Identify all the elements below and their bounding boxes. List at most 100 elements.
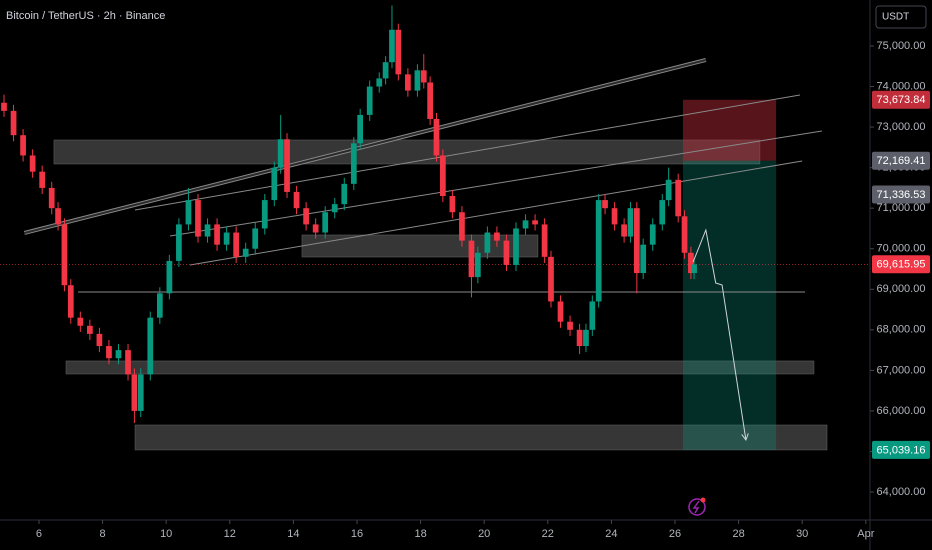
candle-body	[204, 224, 211, 237]
candle-body	[137, 374, 144, 411]
x-tick-label: Apr	[857, 528, 874, 540]
candle-body	[261, 200, 268, 229]
y-tick-label: 73,000.00	[877, 121, 926, 133]
candle-body	[20, 135, 26, 156]
x-tick-label: 16	[351, 528, 363, 540]
projection-arrow	[692, 228, 747, 441]
candle-body	[382, 62, 389, 79]
x-tick-label: 28	[732, 528, 744, 540]
candle-body	[357, 114, 364, 144]
x-tick-label: 10	[160, 528, 172, 540]
candle-body	[567, 321, 573, 330]
candle-body	[350, 143, 357, 184]
x-tick-label: 14	[287, 528, 299, 540]
candle-body	[341, 183, 348, 205]
candle-body	[277, 139, 284, 168]
candle-body	[284, 139, 290, 192]
candle-body	[252, 228, 259, 249]
price-label-box	[872, 185, 930, 204]
candle-body	[602, 200, 608, 209]
candle-body	[96, 333, 103, 347]
candle-body	[589, 301, 596, 330]
candle-body	[156, 293, 163, 318]
price-label: 73,673.84	[877, 94, 926, 106]
x-tick-label: 18	[414, 528, 426, 540]
trend-line	[134, 94, 801, 211]
plot-area	[0, 5, 870, 451]
candle-body	[522, 220, 529, 229]
price-label-box	[872, 151, 930, 170]
trend-line	[169, 130, 822, 237]
candle-body	[166, 260, 173, 294]
candle-body	[366, 86, 373, 115]
candle-body	[48, 187, 55, 209]
price-label: 71,336.53	[877, 189, 926, 201]
candle-body	[271, 167, 278, 201]
candle-body	[147, 317, 154, 375]
x-tick-label: 20	[478, 528, 490, 540]
y-tick-label: 67,000.00	[877, 364, 926, 376]
x-tick-label: 24	[605, 528, 617, 540]
candle-body	[595, 200, 602, 302]
candle-body	[621, 224, 627, 237]
candle-body	[449, 196, 456, 213]
y-tick-label: 66,000.00	[877, 405, 926, 417]
candle-body	[223, 232, 230, 245]
trend-line-inner	[24, 59, 707, 234]
zone	[301, 234, 539, 258]
candle-body	[331, 204, 338, 213]
trend-line	[189, 160, 803, 266]
candle-body	[665, 179, 672, 201]
currency-label: USDT	[882, 12, 909, 23]
zone	[53, 139, 761, 165]
candle-body	[494, 232, 500, 241]
candle-body	[395, 29, 402, 75]
candle-body	[675, 179, 682, 217]
candle-body	[468, 240, 475, 278]
price-label-box	[872, 255, 930, 274]
candle-body	[557, 301, 564, 322]
candle-body	[125, 350, 131, 375]
candle-body	[427, 82, 433, 119]
arrow-head	[741, 433, 749, 441]
x-tick-label: 8	[100, 528, 106, 540]
price-label: 65,039.16	[877, 444, 926, 456]
x-tick-label: 6	[36, 528, 42, 540]
candle-body	[61, 224, 68, 286]
candle-body	[185, 200, 192, 225]
candle-body	[176, 224, 182, 261]
x-tick-label: 12	[224, 528, 236, 540]
candle-body	[67, 285, 74, 318]
candle-body	[459, 212, 465, 241]
candle-body	[576, 329, 583, 347]
candle-body	[649, 224, 656, 245]
price-label: 72,169.41	[877, 155, 926, 167]
candle-body	[611, 208, 618, 225]
price-label: 69,615.95	[877, 259, 926, 271]
x-tick-label: 22	[542, 528, 554, 540]
candle-body	[195, 200, 201, 237]
target-zone	[682, 160, 777, 450]
candle-body	[376, 78, 383, 87]
candle-body	[106, 346, 112, 359]
candle-body	[633, 208, 640, 274]
candle-body	[420, 70, 427, 83]
lightning-icon	[688, 497, 706, 516]
candle-body	[233, 232, 240, 257]
candle-body	[474, 252, 481, 278]
candle-body	[29, 155, 36, 172]
y-tick-label: 68,000.00	[877, 324, 926, 336]
candle-body	[39, 171, 46, 188]
candle-body	[293, 191, 300, 209]
x-tick-label: 26	[669, 528, 681, 540]
candle-body	[322, 212, 329, 233]
candle-body	[414, 70, 421, 91]
candle-body	[583, 329, 589, 347]
candle-body	[1, 102, 7, 111]
candle-body	[541, 224, 548, 257]
price-label-box	[872, 440, 930, 459]
candle-body	[55, 208, 61, 225]
